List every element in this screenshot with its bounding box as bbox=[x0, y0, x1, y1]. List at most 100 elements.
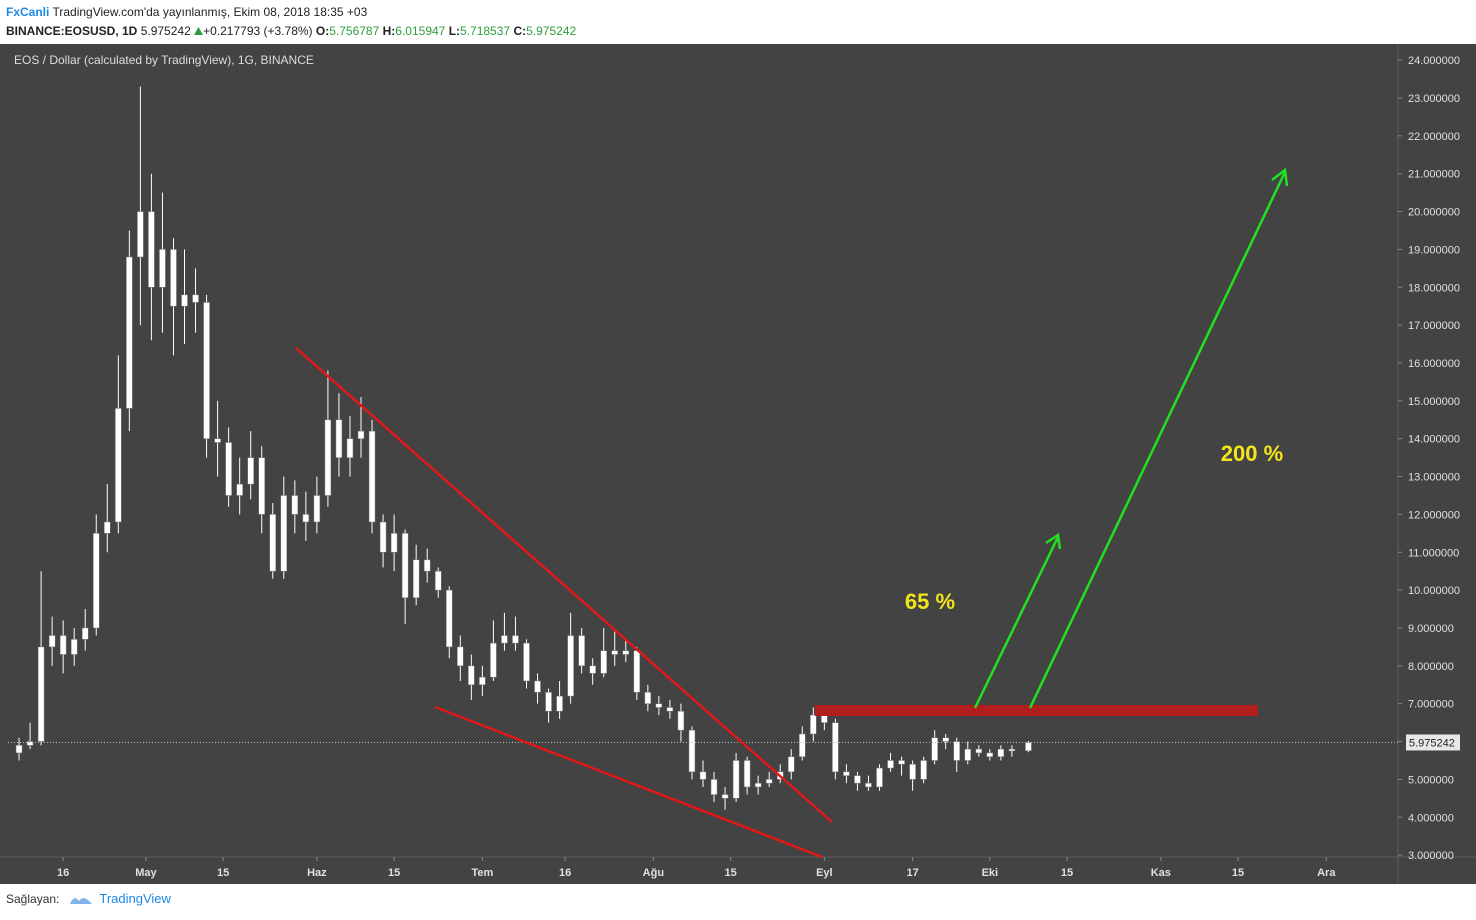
arrow-head bbox=[1045, 532, 1062, 550]
x-tick-label: 15 bbox=[724, 867, 736, 879]
candle-body bbox=[622, 650, 630, 655]
candle-body bbox=[699, 771, 707, 780]
candle-body bbox=[721, 794, 729, 799]
last-price-box bbox=[1406, 734, 1460, 751]
candle-body bbox=[1025, 742, 1032, 751]
candle-body bbox=[567, 635, 574, 697]
candle-body bbox=[148, 211, 155, 288]
candle-body bbox=[677, 711, 685, 731]
candle-body bbox=[192, 294, 199, 303]
candle-body bbox=[247, 457, 254, 485]
y-tick-label: 20.000000 bbox=[1408, 207, 1460, 219]
candle-body bbox=[832, 722, 839, 773]
y-tick-label: 13.000000 bbox=[1408, 472, 1460, 484]
x-tick-label: Haz bbox=[307, 867, 327, 879]
candle-body bbox=[523, 642, 530, 682]
candle-body bbox=[975, 748, 983, 754]
candle-body bbox=[346, 438, 354, 458]
candle-body bbox=[1008, 748, 1016, 752]
provider-name[interactable]: TradingView bbox=[99, 891, 171, 906]
y-tick-label: 18.000000 bbox=[1408, 282, 1460, 294]
y-tick-label: 4.000000 bbox=[1408, 812, 1454, 824]
candle-body bbox=[810, 714, 817, 735]
low-value: 5.718537 bbox=[460, 24, 511, 38]
chart-title: EOS / Dollar (calculated by TradingView)… bbox=[14, 53, 314, 67]
candle-body bbox=[600, 650, 607, 674]
last-price: 5.975242 bbox=[140, 24, 191, 38]
y-tick-label: 21.000000 bbox=[1408, 169, 1460, 181]
resistance-zone bbox=[815, 705, 1258, 716]
y-tick-label: 10.000000 bbox=[1408, 585, 1460, 597]
trend-line bbox=[434, 705, 823, 859]
candle-body bbox=[655, 703, 663, 708]
candle-body bbox=[666, 707, 674, 712]
x-tick-label: Ara bbox=[1317, 867, 1336, 879]
candle-body bbox=[70, 639, 78, 655]
candle-body bbox=[821, 714, 828, 723]
candle-body bbox=[159, 249, 166, 288]
y-tick-label: 23.000000 bbox=[1408, 93, 1460, 105]
candle-body bbox=[876, 767, 883, 788]
chart-background bbox=[0, 44, 1476, 884]
candle-body bbox=[887, 760, 894, 769]
annotation: 200 % bbox=[1221, 441, 1283, 466]
candle-body bbox=[986, 752, 994, 757]
x-tick-label: 15 bbox=[1232, 867, 1244, 879]
y-tick-label: 5.000000 bbox=[1408, 774, 1454, 786]
drawings: 65 % 200 % bbox=[295, 167, 1289, 859]
candle-body bbox=[335, 419, 343, 458]
low-label: L: bbox=[448, 24, 461, 38]
candle-body bbox=[379, 521, 387, 553]
brand[interactable]: FxCanli bbox=[6, 5, 50, 19]
candle-body bbox=[931, 737, 938, 761]
y-tick-label: 3.000000 bbox=[1408, 850, 1454, 862]
header-line-1: FxCanli TradingView.com'da yayınlanmış, … bbox=[6, 3, 576, 22]
candle-body bbox=[909, 764, 916, 780]
candle-body bbox=[434, 570, 442, 591]
candle-body bbox=[401, 533, 409, 598]
candle-body bbox=[269, 514, 277, 572]
candle-body bbox=[225, 442, 232, 496]
candle-body bbox=[512, 635, 519, 644]
up-icon bbox=[194, 27, 204, 35]
x-tick-label: May bbox=[135, 867, 157, 879]
candle-body bbox=[710, 779, 718, 795]
candle-body bbox=[368, 430, 376, 523]
y-tick-label: 8.000000 bbox=[1408, 661, 1454, 673]
candle-body bbox=[688, 729, 696, 773]
y-tick-label: 7.000000 bbox=[1408, 699, 1454, 711]
candle-body bbox=[964, 748, 972, 761]
y-tick-label: 14.000000 bbox=[1408, 434, 1460, 446]
x-tick-label: Eki bbox=[982, 867, 999, 879]
x-tick-label: 17 bbox=[906, 867, 918, 879]
y-tick-label: 12.000000 bbox=[1408, 509, 1460, 521]
candle-body bbox=[644, 692, 652, 704]
candle-body bbox=[313, 495, 321, 523]
y-tick-label: 9.000000 bbox=[1408, 623, 1454, 635]
x-tick-label: 16 bbox=[57, 867, 69, 879]
candle-body bbox=[743, 760, 751, 788]
candle-body bbox=[534, 680, 541, 693]
provider[interactable]: TradingView bbox=[69, 891, 171, 906]
candle-body bbox=[115, 408, 122, 523]
candle-body bbox=[457, 646, 464, 667]
candle-body bbox=[48, 635, 56, 648]
candle-body bbox=[997, 748, 1005, 757]
last-price-label: 5.975242 bbox=[1409, 737, 1455, 749]
candle-body bbox=[578, 635, 585, 667]
candle-body bbox=[423, 559, 431, 572]
candle-body bbox=[104, 521, 111, 534]
candle-body bbox=[920, 760, 927, 780]
x-tick-label: Ağu bbox=[643, 867, 664, 879]
candle-body bbox=[26, 741, 34, 746]
provider-logo bbox=[70, 897, 93, 904]
candle-body bbox=[81, 627, 89, 640]
candle-body bbox=[633, 650, 641, 693]
x-tick-label: 15 bbox=[1061, 867, 1073, 879]
candle-body bbox=[446, 589, 453, 648]
y-tick-label: 16.000000 bbox=[1408, 358, 1460, 370]
header-line-2: BINANCE:EOSUSD, 1D 5.975242 +0.217793 (+… bbox=[6, 22, 576, 41]
candle-body bbox=[15, 745, 23, 754]
candle-body bbox=[501, 635, 508, 644]
candle-body bbox=[236, 483, 243, 496]
